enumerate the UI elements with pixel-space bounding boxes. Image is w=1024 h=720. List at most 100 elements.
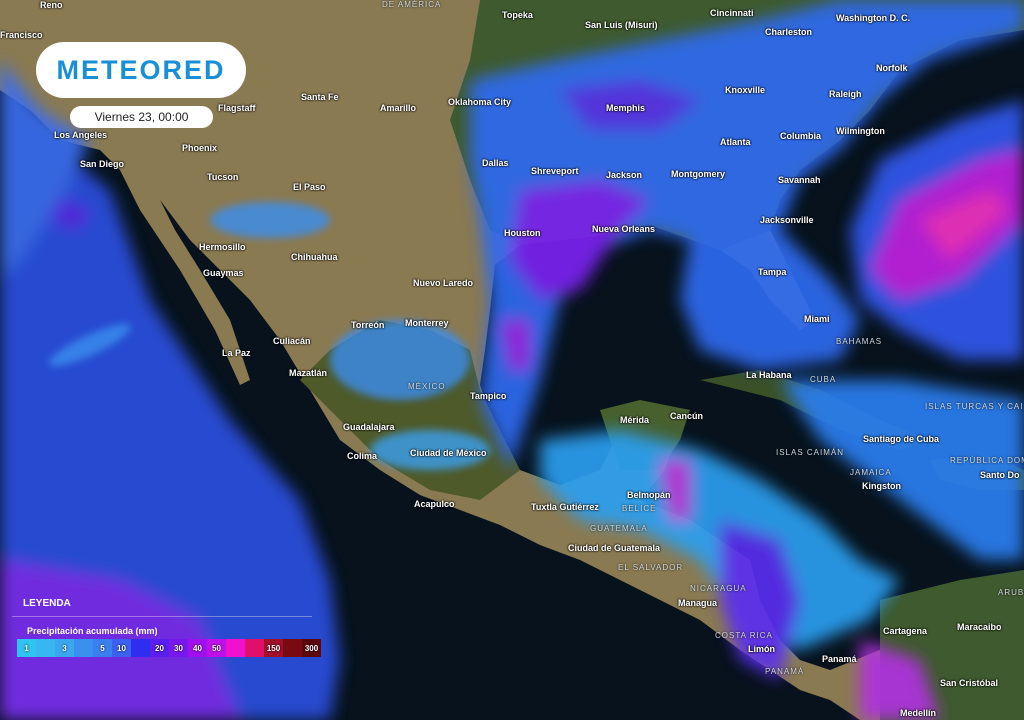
city-label: Jacksonville [760,215,814,225]
legend-scale-cell: 10 [112,639,131,657]
city-label: Knoxville [725,85,766,95]
city-label: Dallas [482,158,509,168]
city-label: Kingston [862,481,901,491]
legend-scale-cell: 5 [93,639,112,657]
region-label: DE AMÉRICA [382,0,442,9]
city-label: Shreveport [531,166,579,176]
city-label: Monterrey [405,318,449,328]
city-label: La Habana [746,370,792,380]
region-label: CUBA [810,375,837,384]
city-label: Atlanta [720,137,751,147]
region-label: REPÚBLICA DOM [950,456,1024,465]
legend-scale-cell: 30 [169,639,188,657]
city-label: Norfolk [876,63,908,73]
city-label: San Luis (Misuri) [585,20,658,30]
city-label: Ciudad de Guatemala [568,543,661,553]
region-label: BELICE [622,504,657,513]
legend-scale-cell: 50 [207,639,226,657]
city-label: Chihuahua [291,252,338,262]
city-label: Houston [504,228,541,238]
city-label: Francisco [0,30,43,40]
region-label: PANAMÁ [765,667,805,676]
city-label: Belmopán [627,490,671,500]
region-label: COSTA RICA [715,631,773,640]
city-label: Santiago de Cuba [863,434,940,444]
city-label: Torreón [351,320,385,330]
city-label: Cincinnati [710,8,754,18]
city-label: Wilmington [836,126,885,136]
city-label: El Paso [293,182,326,192]
city-label: Cartagena [883,626,928,636]
legend-scale-cell [245,639,264,657]
legend-scale-cell: 40 [188,639,207,657]
region-label: NICARAGUA [690,584,747,593]
precipitation-speckle [48,202,490,470]
city-label: Tampico [470,391,507,401]
legend-scale-cell [74,639,93,657]
city-label: Guadalajara [343,422,395,432]
city-label: Amarillo [380,103,417,113]
city-label: Santo Do [980,470,1020,480]
region-label: ISLAS CAIMÁN [776,448,845,457]
city-label: Memphis [606,103,646,113]
legend-scale-cell [283,639,302,657]
city-label: Oklahoma City [448,97,512,107]
legend-scale-cell: 150 [264,639,283,657]
meteored-logo[interactable]: METEORED [36,42,246,98]
city-label: Managua [678,598,718,608]
city-label: Flagstaff [218,103,256,113]
legend-divider [12,616,312,617]
city-label: Tampa [758,267,787,277]
city-label: Nuevo Laredo [413,278,474,288]
legend-scale-cell: 3 [55,639,74,657]
city-label: Reno [40,0,63,10]
legend-title: LEYENDA [23,598,71,609]
region-label: EL SALVADOR [618,563,684,572]
city-label: Charleston [765,27,813,37]
legend-subtitle: Precipitación acumulada (mm) [27,626,158,636]
region-label: ISLAS TURCAS Y CAI [925,402,1024,411]
city-label: Mazatlán [289,368,328,378]
legend-scale-cell [131,639,150,657]
city-label: Montgomery [671,169,725,179]
city-label: San Diego [80,159,125,169]
city-label: Phoenix [182,143,218,153]
city-label: Tucson [207,172,239,182]
region-label: BAHAMAS [836,337,883,346]
city-label: Hermosillo [199,242,246,252]
legend-scale-cell: 1 [17,639,36,657]
logo-text: METEORED [56,54,226,85]
city-label: La Paz [222,348,251,358]
city-label: Los Angeles [54,130,108,140]
city-label: Maracaibo [957,622,1002,632]
city-label: Washington D. C. [836,13,911,23]
region-label: GUATEMALA [590,524,648,533]
city-label: Culiacán [273,336,311,346]
city-label: Guaymas [203,268,244,278]
city-label: Medellín [900,708,937,718]
city-label: Cancún [670,411,704,421]
city-label: Topeka [502,10,533,20]
legend-scale-cell: 20 [150,639,169,657]
legend-scale-cell [36,639,55,657]
city-label: Santa Fe [301,92,339,102]
city-label: Columbia [780,131,822,141]
city-label: Jackson [606,170,643,180]
legend-scale-cell [226,639,245,657]
city-label: Colima [347,451,378,461]
city-label: Panamá [822,654,857,664]
city-label: Ciudad de México [410,448,487,458]
legend-color-scale: 1 3 5 10 20 30 40 50 150 300 [17,639,321,657]
city-label: Tuxtla Gutiérrez [531,502,599,512]
city-label: Mérida [620,415,650,425]
forecast-datetime-badge: Viernes 23, 00:00 [70,106,213,128]
city-label: Acapulco [414,499,455,509]
city-label: Nueva Orleans [592,224,656,234]
region-label: MÉXICO [408,382,446,391]
legend-scale-cell: 300 [302,639,321,657]
city-label: Limón [748,644,775,654]
region-label: JAMAICA [850,468,892,477]
city-label: Miami [804,314,830,324]
